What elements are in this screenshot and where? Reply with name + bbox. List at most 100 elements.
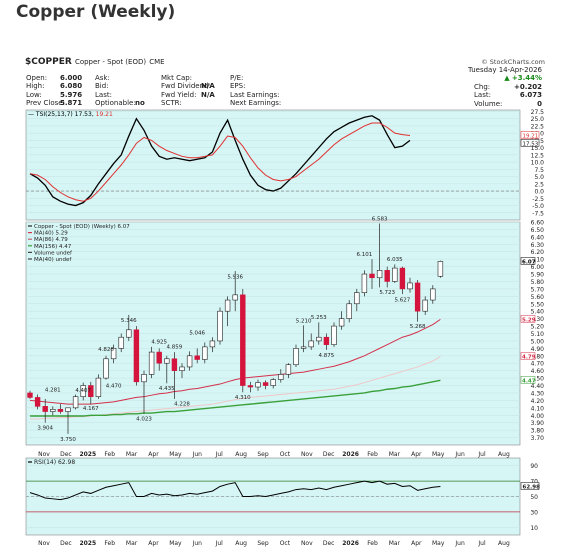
tsi-tick-label: 12.5 (531, 152, 545, 159)
candle (103, 355, 109, 380)
price-annotation: 5.723 (379, 290, 395, 296)
x-tick-label-bottom: Jul (477, 540, 486, 547)
x-tick-label-bottom: May (432, 540, 445, 547)
optionable-value: no (135, 99, 145, 108)
candle (164, 355, 170, 384)
price-panel: 6.606.506.406.306.206.106.005.905.805.70… (25, 216, 545, 446)
price-tick-label: 5.60 (531, 294, 545, 301)
candle-body (255, 382, 261, 388)
price-tick-label: 4.40 (531, 383, 545, 390)
ma156-badge (520, 376, 536, 384)
candle-body (422, 299, 428, 312)
x-tick-label: 2026 (342, 451, 359, 458)
price-legend-item: MA(40) 5.29 (34, 231, 68, 237)
quote-col-2: Ask: Bid: Last: Optionable: no (95, 74, 145, 108)
rsi-x-axis: Nov Dec 2025 Feb Mar Apr May Jun Jul Aug Sep Oct Nov… (38, 540, 510, 547)
candle (126, 314, 132, 341)
candle-body (270, 379, 276, 386)
x-tick-label: Nov (301, 451, 313, 458)
x-tick-label-bottom: Jul (215, 540, 224, 547)
candle-body (50, 409, 56, 412)
price-annotation: 3.750 (60, 437, 76, 443)
fwd-dividend-label: Fwd Dividend: (161, 82, 211, 91)
candle (331, 322, 337, 347)
high-label: High: (26, 82, 45, 91)
price-annotation: 5.346 (121, 318, 137, 324)
ma40-badge (520, 315, 536, 323)
price-legend-item: MA(86) 4.79 (34, 237, 68, 243)
candle (88, 381, 94, 405)
tsi-panel: 27.525.022.520.017.515.012.510.07.55.02.… (25, 109, 545, 221)
candle (308, 333, 314, 350)
candle (338, 311, 345, 330)
candle-body (80, 385, 86, 397)
x-tick-label: Aug (235, 451, 247, 458)
tsi-badge (520, 139, 540, 147)
price-annotation: 4.407 (75, 388, 91, 394)
price-tick-label: 3.80 (531, 428, 545, 435)
rsi-tick-label: 30 (530, 509, 538, 516)
next-earnings-label: Next Earnings: (230, 99, 282, 108)
candle (217, 307, 223, 345)
symbol-exchange: CME (149, 58, 165, 66)
price-legend-item: Copper - Spot (EOD) (Weekly) 6.07 (34, 224, 130, 230)
candle (57, 404, 64, 414)
candle-body (217, 310, 223, 342)
price-annotation: 5.046 (189, 331, 205, 337)
candle-body (72, 396, 79, 409)
candle-body (384, 270, 390, 282)
price-tick-label: 5.90 (531, 272, 545, 279)
candle-body (156, 351, 162, 364)
tsi-tick-label: 0.0 (534, 189, 544, 196)
quote-col-4: P/E: EPS: Last Earnings: Next Earnings: (230, 74, 281, 108)
candle-body (285, 364, 292, 375)
change-arrow-icon: ▲ (504, 74, 510, 83)
mktcap-label: Mkt Cap: (161, 74, 193, 82)
change-percent: +3.44% (511, 74, 542, 83)
candle (133, 326, 140, 386)
price-annotation: 4.228 (174, 401, 190, 407)
price-annotation: 4.435 (159, 386, 175, 392)
price-annotation: 5.210 (296, 318, 312, 324)
price-tick-label: 4.70 (531, 361, 545, 368)
candle (270, 378, 276, 389)
candle-body (148, 351, 155, 375)
candle (186, 351, 193, 371)
candle-body (376, 270, 383, 279)
candle-body (240, 294, 246, 386)
x-tick-label-bottom: Dec (323, 540, 335, 547)
tsi-tick-label: 10.0 (531, 160, 545, 167)
quote-date: Tuesday 14-Apr-2026 (468, 66, 542, 74)
tsi-legend: — TSI(25,13,7) 17.53, 19.21 (28, 111, 113, 118)
ma40-badge-text: 5.29 (522, 317, 536, 323)
tsi-tick-label: 5.0 (534, 174, 544, 181)
candle-body (407, 282, 413, 290)
candle (255, 379, 261, 391)
price-tick-label: 4.10 (531, 405, 545, 412)
candle-body (354, 292, 360, 305)
candle-body (126, 329, 132, 338)
candle (240, 288, 246, 393)
candle (361, 270, 368, 297)
price-annotation: 3.904 (37, 425, 53, 431)
candle-body (293, 348, 299, 366)
candle (369, 259, 375, 289)
price-annotation: 4.875 (319, 353, 335, 359)
x-tick-label-bottom: Jun (192, 540, 203, 547)
open-value: 6.000 (60, 74, 83, 82)
price-tick-label: 4.30 (531, 390, 545, 397)
candle (262, 380, 269, 390)
price-tick-label: 5.70 (531, 286, 545, 293)
candle (399, 266, 406, 295)
price-annotation: 5.936 (227, 274, 243, 280)
x-tick-label: Jun (192, 451, 203, 458)
price-annotation: 4.167 (83, 406, 99, 412)
sctr-label: SCTR: (161, 99, 182, 108)
candle-body (224, 299, 231, 312)
rsi-panel: 90 70 50 30 10 62.98 RSI(14) 62.98 (25, 457, 540, 536)
x-tick-label-bottom: Jun (454, 540, 465, 547)
price-x-axis: Nov Dec 2025 Feb Mar Apr May Jun Jul Aug Sep Oct Nov… (38, 451, 510, 458)
low-label: Low: (26, 90, 42, 99)
candle-body (118, 336, 124, 349)
